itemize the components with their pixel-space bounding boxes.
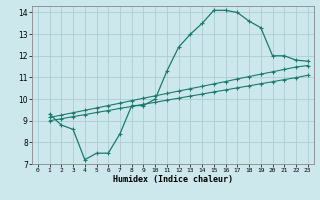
- X-axis label: Humidex (Indice chaleur): Humidex (Indice chaleur): [113, 175, 233, 184]
